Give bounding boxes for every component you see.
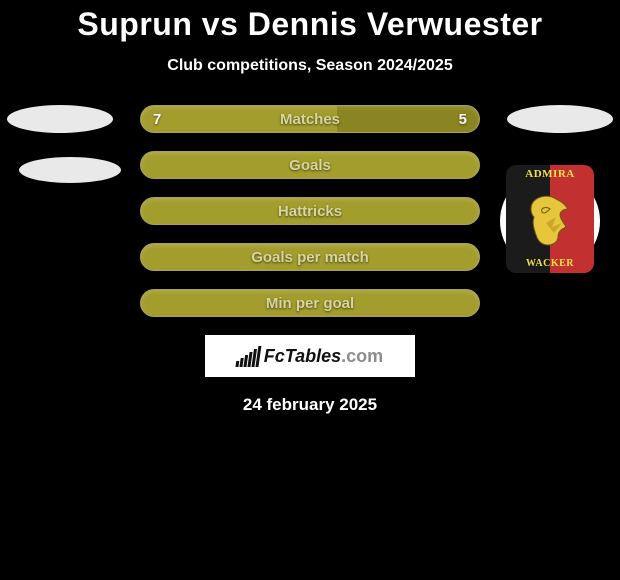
date-text: 24 february 2025 [0, 395, 620, 415]
brand-name: FcTables [264, 346, 341, 366]
stat-bar: Goals [140, 151, 480, 179]
stat-label: Min per goal [266, 295, 354, 312]
stat-bar: Hattricks [140, 197, 480, 225]
brand-text: FcTables.com [264, 346, 383, 367]
brand-chart-icon [235, 345, 261, 367]
stat-label: Hattricks [278, 203, 342, 220]
stat-bar: Goals per match [140, 243, 480, 271]
stat-label: Goals [289, 157, 331, 174]
stat-left-value: 7 [153, 111, 161, 128]
stat-row-min-per-goal: Min per goal [0, 289, 620, 317]
stat-row-goals: Goals [0, 151, 620, 179]
stat-bar: 7 Matches 5 [140, 105, 480, 133]
stat-bar: Min per goal [140, 289, 480, 317]
brand-box[interactable]: FcTables.com [205, 335, 415, 377]
stat-row-hattricks: Hattricks [0, 197, 620, 225]
stat-right-value: 5 [459, 111, 467, 128]
stat-row-matches: 7 Matches 5 [0, 105, 620, 133]
stat-row-goals-per-match: Goals per match [0, 243, 620, 271]
brand-suffix: .com [341, 346, 383, 366]
page-subtitle: Club competitions, Season 2024/2025 [0, 57, 620, 75]
stat-label: Matches [280, 111, 340, 128]
stats-area: ADMIRA WACKER 7 Matches 5 Goals Hattrick… [0, 105, 620, 317]
page-title: Suprun vs Dennis Verwuester [0, 0, 620, 43]
stat-label: Goals per match [251, 249, 369, 266]
